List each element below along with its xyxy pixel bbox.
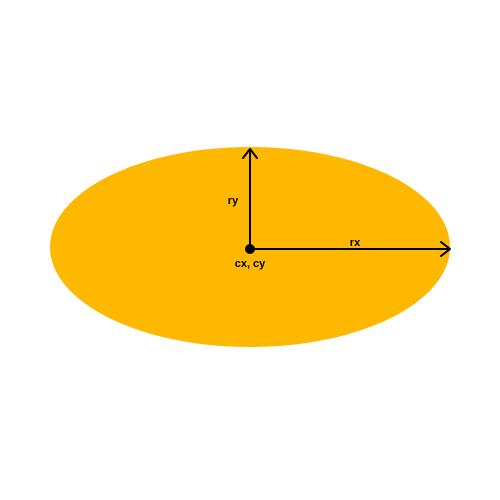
center-point <box>245 244 255 254</box>
rx-arrowhead <box>440 241 451 257</box>
center-label: cx, cy <box>235 258 266 270</box>
ry-arrowhead <box>242 148 258 159</box>
ry-label: ry <box>228 195 239 207</box>
rx-label: rx <box>350 237 361 249</box>
